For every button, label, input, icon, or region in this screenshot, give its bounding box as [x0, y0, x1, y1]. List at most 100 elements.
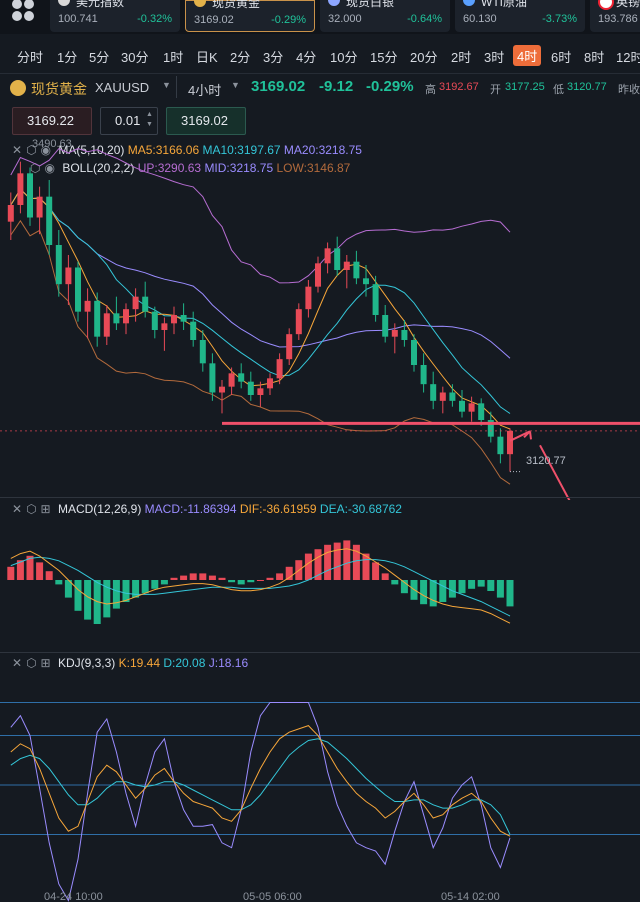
- settings-icon[interactable]: ⬡: [26, 143, 37, 157]
- candle-body: [84, 300, 91, 312]
- candle-body: [468, 403, 475, 412]
- quote-card-wti[interactable]: WTI原油 60.130 -3.73%: [455, 0, 585, 32]
- sell-price-button[interactable]: 3169.22: [12, 107, 92, 135]
- candle-body: [36, 196, 43, 218]
- close-icon[interactable]: ✕: [12, 143, 23, 157]
- candle-body: [286, 334, 293, 360]
- symbol-name[interactable]: 现货黄金: [31, 81, 87, 97]
- k-line: [10, 725, 511, 837]
- kdj-legend: ✕ ⬡ ⊞ KDJ(9,3,3) K:19.44 D:20.08 J:18.16: [12, 656, 248, 670]
- tab-timeframe[interactable]: 1时: [163, 50, 184, 65]
- gold-coin-icon: [10, 80, 26, 96]
- settings-icon[interactable]: ⬡: [30, 161, 41, 175]
- tab-timeframe[interactable]: 3分: [263, 50, 284, 65]
- candle-body: [324, 248, 331, 264]
- timeframe-bar: 分时 1分 5分 30分 1时 日K 2分 3分 4分 10分 15分 20分 …: [0, 40, 640, 72]
- macd-histogram-bar: [103, 580, 111, 618]
- macd-histogram-bar: [458, 580, 466, 594]
- tab-timeframe[interactable]: 4分: [296, 50, 317, 65]
- open-label: 开: [490, 84, 501, 96]
- quote-card-gold[interactable]: 现货黄金 3169.02 -0.29%: [185, 0, 315, 32]
- quote-name: 美元指数: [76, 0, 125, 9]
- macd-histogram-bar: [468, 580, 476, 589]
- candle-body: [247, 381, 254, 395]
- expand-icon[interactable]: ⊞: [40, 502, 51, 516]
- tab-timeframe[interactable]: 30分: [121, 50, 149, 65]
- kdj-chart[interactable]: 04-24 10:00 05-05 06:00 05-14 02:00: [0, 672, 640, 902]
- macd-histogram-bar: [391, 580, 399, 585]
- quote-name: 现货黄金: [212, 0, 261, 10]
- tab-timeframe[interactable]: 3时: [484, 50, 505, 65]
- quote-card-usd-index[interactable]: 美元指数 100.741 -0.32%: [50, 0, 180, 32]
- tab-timeframe[interactable]: 8时: [584, 50, 605, 65]
- tab-timeframe-selected[interactable]: 4时: [513, 45, 542, 66]
- app-logo-icon[interactable]: [0, 0, 46, 34]
- chevron-down-icon[interactable]: ▼: [162, 80, 171, 90]
- macd-histogram-bar: [208, 575, 216, 580]
- dea-value: DEA:-30.68762: [319, 502, 402, 516]
- tab-timeframe[interactable]: 15分: [370, 50, 398, 65]
- candle-body: [171, 315, 177, 324]
- expand-icon[interactable]: ⊞: [40, 656, 51, 670]
- candle-body: [343, 261, 350, 270]
- tab-timeframe[interactable]: 10分: [330, 50, 358, 65]
- macd-chart[interactable]: [0, 518, 640, 652]
- tab-timeframe[interactable]: 6时: [551, 50, 572, 65]
- candle-body: [123, 309, 129, 324]
- candle-body: [305, 286, 312, 310]
- macd-histogram-bar: [36, 562, 44, 580]
- settings-icon[interactable]: ⬡: [26, 502, 37, 516]
- main-chart[interactable]: 3490.63 3120.77: [0, 135, 640, 500]
- tab-timeframe[interactable]: 分时: [17, 50, 44, 65]
- tab-timeframe[interactable]: 日K: [196, 50, 218, 65]
- x-axis-label: 04-24 10:00: [44, 891, 103, 902]
- macd-histogram-bar: [122, 580, 130, 602]
- tab-timeframe[interactable]: 2分: [230, 50, 251, 65]
- tab-timeframe[interactable]: 12时: [616, 50, 640, 65]
- boll-lower-line: [10, 219, 511, 485]
- quote-name: 英镑: [616, 0, 640, 9]
- tab-timeframe[interactable]: 5分: [89, 50, 110, 65]
- close-icon[interactable]: ✕: [12, 502, 23, 516]
- low-price-marker: 3120.77: [526, 455, 566, 467]
- price-change-pct: -0.29%: [366, 78, 414, 95]
- quote-value: 32.000: [328, 13, 362, 25]
- macd-histogram-bar: [266, 577, 274, 580]
- tab-timeframe[interactable]: 2时: [451, 50, 472, 65]
- quote-card-gbp[interactable]: 英镑 193.786: [590, 0, 640, 32]
- chevron-down-icon[interactable]: ▼: [231, 80, 240, 90]
- close-icon[interactable]: ✕: [12, 656, 23, 670]
- boll-up-value: UP:3290.63: [137, 161, 202, 175]
- macd-histogram-bar: [26, 555, 34, 580]
- candle-body: [439, 392, 446, 401]
- macd-histogram-bar: [132, 580, 140, 598]
- symbol-code[interactable]: XAUUSD: [95, 80, 150, 95]
- settings-icon[interactable]: ⬡: [26, 656, 37, 670]
- divider: [0, 652, 640, 653]
- lot-size-input[interactable]: 0.01: [100, 107, 158, 135]
- divider: [0, 497, 640, 498]
- candle-body: [401, 330, 408, 340]
- low-value: 3120.77: [567, 81, 607, 93]
- macd-histogram-bar: [237, 580, 245, 585]
- macd-histogram-bar: [141, 580, 149, 594]
- tab-timeframe[interactable]: 1分: [57, 50, 78, 65]
- oil-icon: [463, 0, 475, 6]
- candle-body: [209, 363, 216, 393]
- candle-body: [7, 205, 14, 222]
- candle-body: [391, 330, 398, 337]
- eye-icon[interactable]: ◉: [40, 143, 52, 157]
- period-select[interactable]: 4小时: [188, 83, 222, 98]
- candle-body: [46, 196, 53, 245]
- quote-change: -0.64%: [407, 13, 442, 25]
- eye-icon[interactable]: ◉: [44, 161, 55, 175]
- macd-histogram-bar: [506, 580, 514, 607]
- stepper-arrows-icon[interactable]: ▲ ▼: [146, 111, 153, 128]
- buy-price-button[interactable]: 3169.02: [166, 107, 246, 135]
- tab-timeframe[interactable]: 20分: [410, 50, 438, 65]
- candle-body: [257, 388, 264, 395]
- macd-histogram-bar: [247, 580, 255, 583]
- candle-body: [219, 386, 225, 393]
- candle-body: [420, 365, 427, 385]
- quote-card-silver[interactable]: 现货白银 32.000 -0.64%: [320, 0, 450, 32]
